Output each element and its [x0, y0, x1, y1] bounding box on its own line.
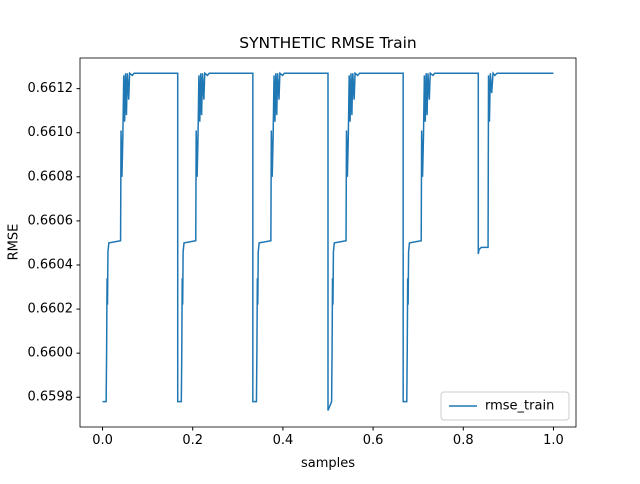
y-tick-label: 0.6602 [28, 302, 74, 317]
y-tick-label: 0.6608 [28, 169, 74, 184]
line-series [102, 71, 554, 411]
x-tick-label: 0.8 [453, 433, 474, 448]
y-tick-label: 0.6606 [28, 213, 74, 228]
x-tick-label: 0.0 [92, 433, 113, 448]
plot-frame [79, 57, 577, 428]
y-tick-label: 0.6600 [28, 346, 74, 361]
legend-box [440, 391, 570, 421]
x-tick-label: 0.6 [363, 433, 384, 448]
x-tick-label: 1.0 [543, 433, 564, 448]
x-axis-label: samples [301, 456, 355, 471]
y-tick-label: 0.6610 [28, 125, 74, 140]
y-axis-label: RMSE [7, 224, 22, 261]
y-tick-label: 0.6598 [28, 390, 74, 405]
y-tick-label: 0.6604 [28, 257, 74, 272]
x-tick-label: 0.2 [182, 433, 203, 448]
chart-title: SYNTHETIC RMSE Train [239, 34, 417, 52]
x-tick-label: 0.4 [273, 433, 294, 448]
legend-label: rmse_train [485, 399, 554, 414]
y-tick-label: 0.6612 [28, 81, 74, 96]
